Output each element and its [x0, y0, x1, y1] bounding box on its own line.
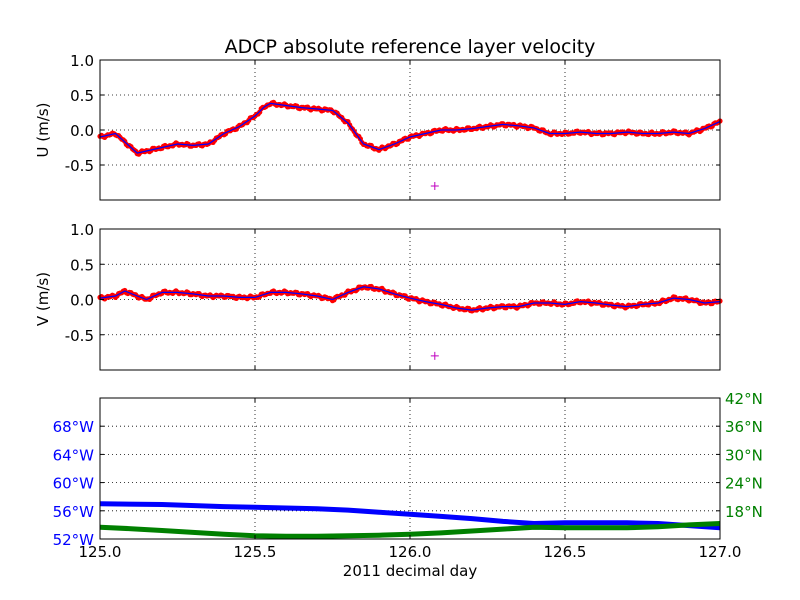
longitude-tick-label: 64°W	[53, 446, 95, 464]
u-plus-marker	[430, 182, 439, 190]
x-tick-label: 126.5	[544, 543, 587, 561]
x-tick-label: 127.0	[699, 543, 742, 561]
latitude-tick-label: 36°N	[725, 418, 763, 436]
longitude-tick-label: 56°W	[53, 503, 95, 521]
u-axis-label: U (m/s)	[34, 103, 52, 158]
v-panel-ticks: 1.0 0.5 0.0 -0.5	[65, 221, 721, 370]
v-y-tick-label: -0.5	[65, 327, 94, 345]
v-y-tick-label: 1.0	[70, 221, 94, 239]
x-tick-label: 125.0	[79, 543, 122, 561]
v-panel-series	[97, 283, 723, 360]
latitude-tick-label: 18°N	[725, 503, 763, 521]
u-smoothed-line	[99, 102, 721, 154]
u-y-tick-label: -0.5	[65, 157, 94, 175]
u-y-tick-label: 0.5	[70, 87, 94, 105]
latitude-tick-label: 24°N	[725, 475, 763, 493]
latitude-line	[99, 521, 721, 539]
v-plus-marker	[430, 351, 439, 360]
longitude-tick-label: 52°W	[53, 531, 95, 549]
latitude-tick-label: 30°N	[725, 446, 763, 464]
longitude-tick-label: 60°W	[53, 475, 95, 493]
x-axis-label: 2011 decimal day	[343, 562, 478, 580]
u-y-tick-label: 1.0	[70, 52, 94, 70]
v-axis-label: V (m/s)	[34, 272, 52, 326]
position-panel-series	[99, 501, 721, 539]
u-panel-ticks: 1.0 0.5 0.0 -0.5	[65, 52, 721, 200]
v-smoothed-line	[99, 286, 721, 311]
v-y-tick-label: 0.0	[70, 292, 94, 310]
position-panel-ticks: 125.0 125.5 126.0 126.5 127.0 52°W 56°W 60°W 64°…	[53, 390, 763, 561]
u-panel-series	[97, 99, 723, 190]
x-tick-label: 126.0	[389, 543, 432, 561]
v-y-tick-label: 0.5	[70, 256, 94, 274]
longitude-tick-label: 68°W	[53, 418, 95, 436]
x-tick-label: 125.5	[234, 543, 277, 561]
latitude-tick-label: 42°N	[725, 390, 763, 408]
longitude-line	[99, 501, 721, 531]
u-y-tick-label: 0.0	[70, 122, 94, 140]
v-panel-grid	[100, 229, 720, 370]
position-panel-grid	[100, 398, 720, 539]
chart-title: ADCP absolute reference layer velocity	[225, 36, 596, 58]
